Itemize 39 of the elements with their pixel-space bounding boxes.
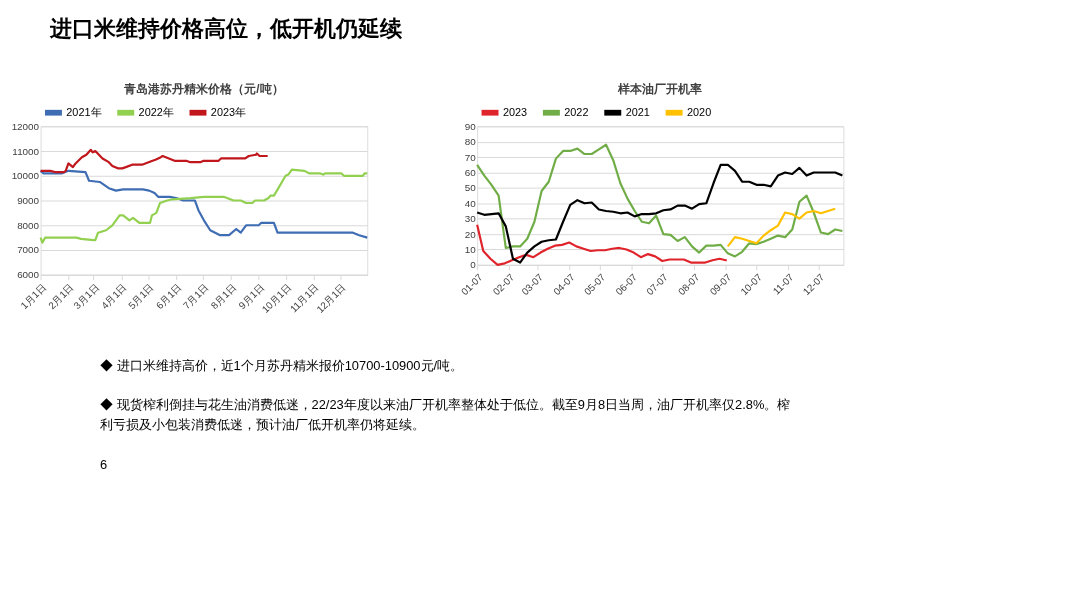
legend-label: 2023年: [210, 105, 247, 118]
y-tick-label: 50: [464, 182, 477, 194]
line-series: [476, 163, 844, 264]
legend-label: 2022: [564, 105, 589, 118]
line-series: [476, 223, 728, 266]
y-tick-label: 8000: [17, 219, 40, 231]
legend-label: 2021: [625, 105, 650, 118]
y-tick-label: 40: [464, 197, 477, 209]
line-series: [726, 207, 837, 248]
text: ◆ 进口米维持高价，近1个月苏丹精米报价10700-10900元/吨。: [99, 357, 464, 373]
y-tick-label: 11000: [12, 145, 40, 157]
x-tick-label: 8月1日: [208, 281, 239, 312]
x-tick-label: 5月1日: [126, 281, 156, 312]
chart-title: 青岛港苏丹精米价格（元/吨）: [123, 81, 284, 96]
y-tick-label: 0: [470, 259, 477, 271]
chart-title: 样本油厂开机率: [617, 81, 703, 96]
y-tick-label: 30: [464, 213, 477, 225]
legend-label: 2023: [502, 105, 528, 118]
x-tick-label: 1月1日: [18, 281, 49, 312]
text: 进口米维持价格高位，低开机仍延续: [49, 16, 403, 42]
y-tick-label: 80: [464, 136, 477, 148]
y-tick-label: 6000: [17, 269, 40, 281]
legend-label: 2021年: [66, 105, 102, 118]
text: 6: [99, 456, 108, 472]
legend-label: 2020: [687, 105, 712, 118]
x-tick-label: 4月1日: [99, 281, 129, 312]
y-tick-label: 9000: [17, 195, 40, 206]
line-series: [39, 148, 269, 174]
y-tick-label: 90: [464, 120, 477, 132]
text: ◆ 现货榨利倒挂与花生油消费低迷，22/23年度以来油厂开机率整体处于低位。截至9月8日当周，油厂开机率仅2.8%。榨利亏损及小包装消费低迷，预计油厂低开机率仍将延续。: [99, 397, 791, 433]
y-tick-label: 12000: [11, 120, 40, 132]
y-tick-label: 60: [464, 166, 477, 178]
y-tick-label: 7000: [17, 244, 40, 256]
y-tick-label: 10000: [11, 170, 40, 182]
y-tick-label: 10: [464, 243, 477, 255]
y-tick-label: 20: [464, 228, 477, 240]
y-tick-label: 70: [464, 151, 477, 163]
legend-label: 2022年: [138, 105, 174, 118]
line-series: [476, 143, 844, 258]
